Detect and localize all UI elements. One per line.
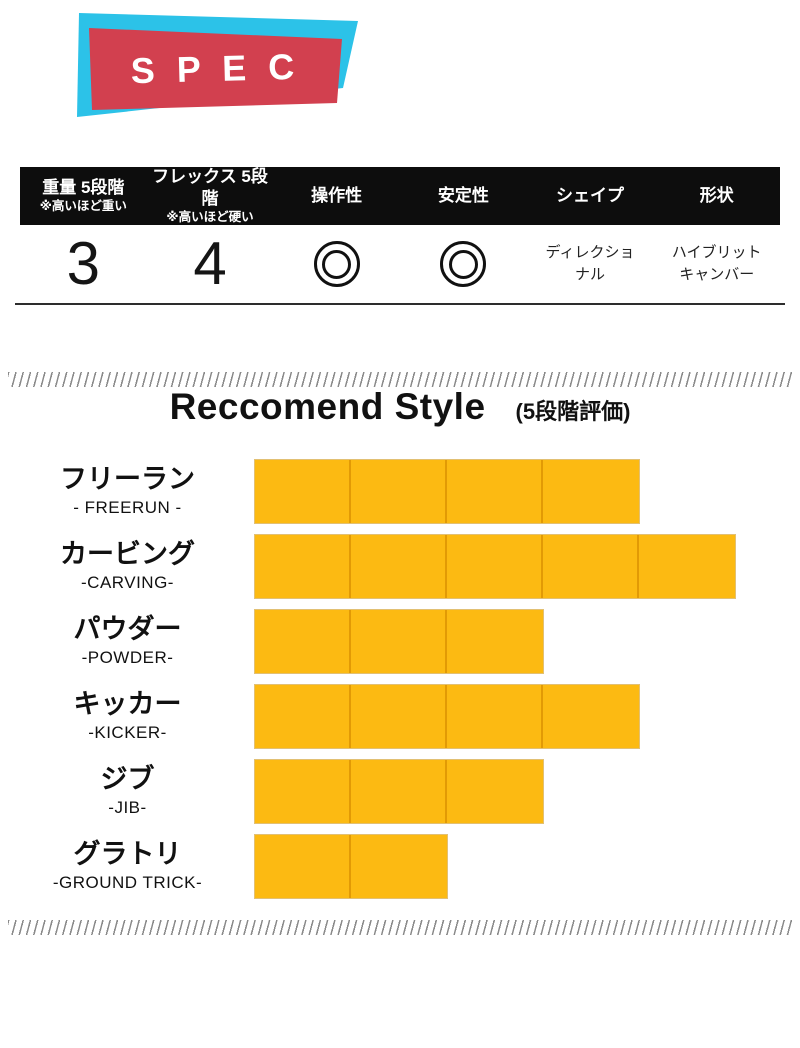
chart-row-label: キッカー -KICKER- xyxy=(10,685,245,748)
spec-value-text: ハイブリット キャンバー xyxy=(671,243,762,284)
chart-bar-segment xyxy=(255,760,351,823)
spec-value-number: 3 xyxy=(66,230,101,297)
chart-bar xyxy=(254,684,640,749)
chart-row-5: グラトリ -GROUND TRICK- xyxy=(0,834,800,899)
chart-row-label-jp: フリーラン xyxy=(60,464,195,495)
spec-table-header: 重量 5段階 ※高いほど重い フレックス 5段階 ※高いほど硬い 操作性 安定性 シェイプ形… xyxy=(20,167,780,225)
chart-row-label-en: -KICKER- xyxy=(88,722,167,742)
chart-row-label-en: -POWDER- xyxy=(81,647,174,667)
chart-bar-segment xyxy=(447,760,543,823)
chart-bar xyxy=(254,834,448,899)
spec-header-note: ※高いほど硬い xyxy=(166,209,254,224)
spec-header-cell-1: フレックス 5段階 ※高いほど硬い xyxy=(147,167,274,225)
chart-bar-segment xyxy=(255,685,351,748)
chart-bar xyxy=(254,759,544,824)
spec-table-values: 3 4 ディレクショ ナル ハイブリット キャンバー xyxy=(20,225,780,303)
chart-bar-segment xyxy=(255,535,351,598)
chart-bar-segment xyxy=(543,685,639,748)
spec-header-label: フレックス 5段階 xyxy=(152,167,268,208)
chart-row-label-en: -CARVING- xyxy=(81,572,174,592)
chart-bar-segment xyxy=(447,610,543,673)
hatch-divider-bottom xyxy=(8,920,792,935)
chart-row-2: パウダー -POWDER- xyxy=(0,609,800,674)
chart-bar-segment xyxy=(351,610,447,673)
chart-row-label-en: -JIB- xyxy=(108,797,147,817)
chart-row-0: フリーラン - FREERUN - xyxy=(0,459,800,524)
hatch-divider-top xyxy=(8,372,792,387)
chart-bar-segment xyxy=(543,460,639,523)
double-circle-icon xyxy=(313,241,360,287)
spec-value-cell-5: ハイブリット キャンバー xyxy=(653,225,780,303)
chart-row-label: ジブ -JIB- xyxy=(10,760,245,823)
double-circle-inner-ring xyxy=(322,249,352,279)
chart-bar xyxy=(254,609,544,674)
chart-row-label: カービング -CARVING- xyxy=(10,535,245,598)
chart-row-label-en: - FREERUN - xyxy=(73,497,182,517)
spec-header-label: 操作性 xyxy=(311,186,363,206)
chart-row-label-jp: グラトリ xyxy=(73,839,182,870)
chart-bar-segment xyxy=(351,760,447,823)
spec-value-number: 4 xyxy=(193,230,227,297)
spec-header-cell-3: 安定性 xyxy=(400,167,527,225)
banner-red-shape xyxy=(89,28,342,110)
chart-bar-segment xyxy=(351,685,447,748)
chart-bar-segment xyxy=(255,835,351,898)
spec-value-cell-1: 4 xyxy=(147,225,274,303)
spec-header-cell-2: 操作性 xyxy=(273,167,400,225)
chart-row-label-jp: キッカー xyxy=(73,689,182,720)
chart-subtitle: (5段階評価) xyxy=(515,399,631,424)
spec-header-label: 形状 xyxy=(699,186,734,206)
chart-row-label-en: -GROUND TRICK- xyxy=(52,872,203,892)
chart-bar xyxy=(254,459,640,524)
spec-banner: S P E C xyxy=(63,8,365,126)
chart-bar-segment xyxy=(447,460,543,523)
chart-bar-segment xyxy=(351,835,447,898)
spec-header-cell-0: 重量 5段階 ※高いほど重い xyxy=(20,167,147,225)
section-divider-line xyxy=(15,303,785,305)
spec-value-cell-0: 3 xyxy=(20,225,147,303)
chart-bar-segment xyxy=(543,535,639,598)
chart-row-label-jp: パウダー xyxy=(73,614,182,645)
chart-bar-segment xyxy=(351,535,447,598)
chart-row-label-jp: カービング xyxy=(60,539,195,570)
chart-row-label: グラトリ -GROUND TRICK- xyxy=(10,835,245,898)
chart-row-1: カービング -CARVING- xyxy=(0,534,800,599)
spec-header-label: 安定性 xyxy=(437,186,489,206)
spec-value-text: ディレクショ ナル xyxy=(545,243,635,284)
chart-bar-segment xyxy=(447,535,543,598)
chart-bar-segment xyxy=(639,535,735,598)
chart-bar-segment xyxy=(447,685,543,748)
chart-row-label: パウダー -POWDER- xyxy=(10,610,245,673)
chart-bar-segment xyxy=(255,460,351,523)
spec-header-cell-4: シェイプ xyxy=(527,167,654,225)
chart-title-row: Reccomend Style (5段階評価) xyxy=(0,386,800,428)
spec-value-cell-2 xyxy=(273,225,400,303)
spec-header-cell-5: 形状 xyxy=(653,167,780,225)
chart-bar xyxy=(254,534,736,599)
spec-header-note: ※高いほど重い xyxy=(39,199,127,214)
chart-bar-segment xyxy=(351,460,447,523)
chart-row-label-jp: ジブ xyxy=(100,764,155,795)
spec-header-label: 重量 5段階 xyxy=(42,178,125,198)
double-circle-icon xyxy=(440,241,487,287)
spec-value-cell-4: ディレクショ ナル xyxy=(527,225,654,303)
chart-row-label: フリーラン - FREERUN - xyxy=(10,460,245,523)
chart-bar-segment xyxy=(255,610,351,673)
double-circle-inner-ring xyxy=(448,249,478,279)
chart-row-3: キッカー -KICKER- xyxy=(0,684,800,749)
chart-title: Reccomend Style xyxy=(169,386,486,427)
banner-title: S P E C xyxy=(130,45,301,92)
spec-header-label: シェイプ xyxy=(556,186,625,206)
spec-value-cell-3 xyxy=(400,225,527,303)
recommend-style-chart: フリーラン - FREERUN - カービング -CARVING- パウダー -POWDE… xyxy=(0,459,800,910)
chart-row-4: ジブ -JIB- xyxy=(0,759,800,824)
